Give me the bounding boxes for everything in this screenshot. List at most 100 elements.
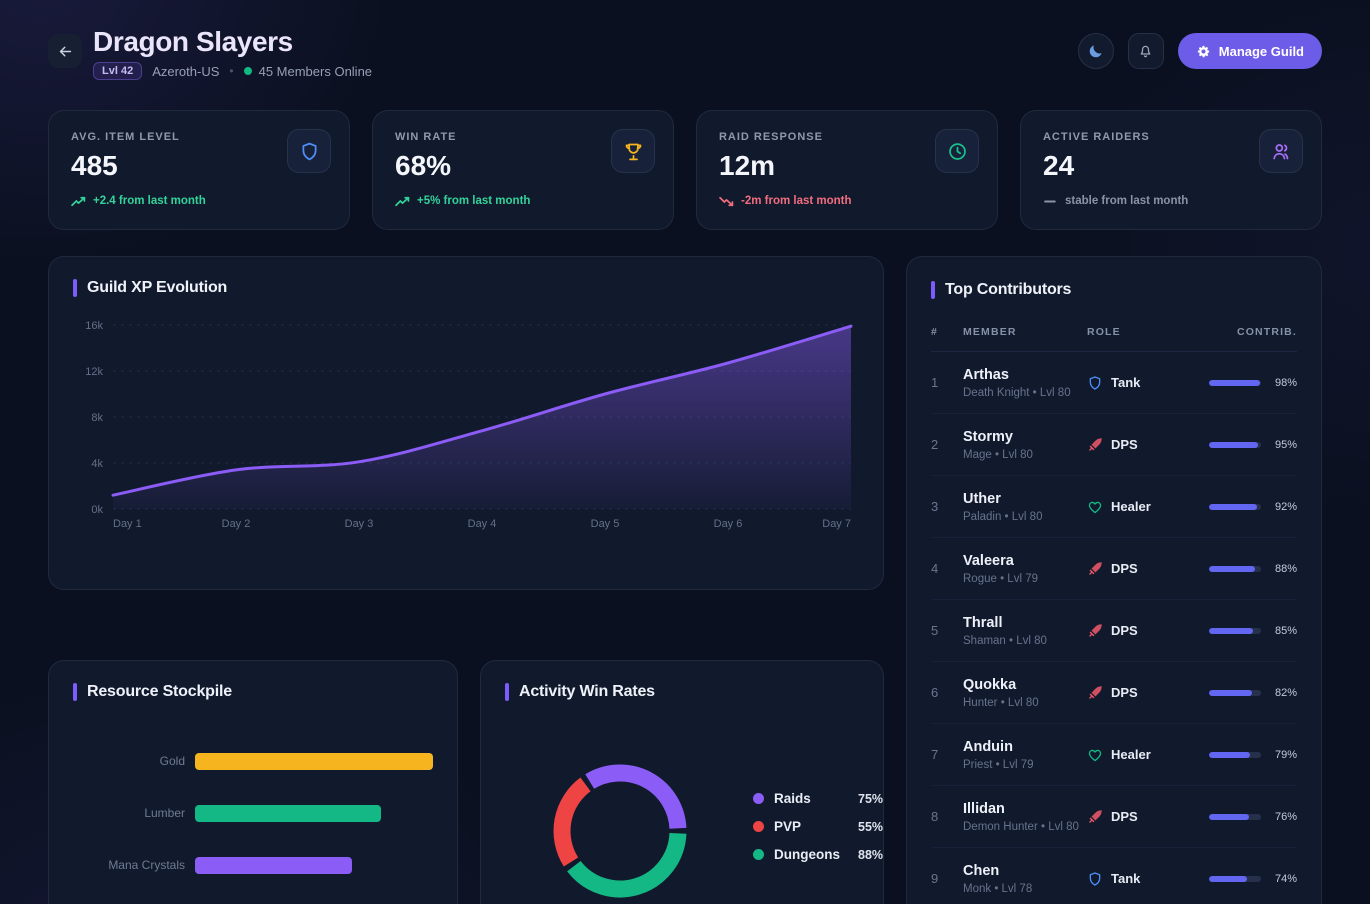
stat-card: WIN RATE 68% +5% from last month [372, 110, 674, 231]
legend-label: Dungeons [774, 847, 840, 863]
title-accent-bar [73, 683, 77, 702]
title-accent-bar [505, 683, 509, 702]
table-row: 2 Stormy Mage • Lvl 80 DPS 95% [931, 414, 1297, 477]
x-axis-tick: Day 2 [222, 518, 251, 530]
table-row: 9 Chen Monk • Lvl 78 Tank 74% [931, 848, 1297, 904]
xp-card-title-text: Guild XP Evolution [87, 279, 228, 297]
trophy-icon [623, 141, 644, 162]
contrib-bar-fill [1209, 379, 1260, 386]
member-meta: Monk • Lvl 78 [963, 882, 1033, 895]
notifications-button[interactable] [1127, 33, 1164, 69]
table-row: 6 Quokka Hunter • Lvl 80 DPS 82% [931, 662, 1297, 725]
stat-icon-chip [935, 129, 979, 174]
contrib-percent: 79% [1274, 748, 1297, 761]
back-button[interactable] [48, 34, 82, 68]
resource-row: Gold [73, 735, 433, 787]
role-label: Tank [1111, 375, 1141, 391]
online-status-dot [243, 67, 252, 76]
member-name: Valeera [963, 552, 1014, 569]
contrib-percent: 74% [1274, 872, 1297, 885]
contrib-percent: 88% [1274, 562, 1297, 575]
page-title: Dragon Slayers [93, 26, 293, 57]
resource-stockpile-card: Resource Stockpile Gold Lumber Mana Crysta… [48, 660, 458, 904]
stat-value: 485 [71, 150, 118, 182]
trend-icon [71, 196, 86, 207]
trend-icon [1043, 196, 1058, 207]
resource-card-title-text: Resource Stockpile [87, 683, 232, 701]
rank-label: 2 [931, 437, 939, 453]
role-cell: DPS [1087, 623, 1185, 639]
contrib-percent: 76% [1274, 810, 1297, 823]
table-row: 1 Arthas Death Knight • Lvl 80 Tank 98% [931, 352, 1297, 415]
x-axis-tick: Day 3 [345, 518, 374, 530]
activity-card-title: Activity Win Rates [505, 683, 859, 702]
back-arrow-icon [57, 43, 74, 60]
role-label: DPS [1111, 685, 1138, 701]
guild-level-badge: Lvl 42 [93, 62, 143, 81]
contrib-cell: 82% [1185, 687, 1297, 699]
rank-label: 1 [931, 375, 939, 391]
member-meta: Demon Hunter • Lvl 80 [963, 820, 1079, 833]
contributors-table-body: 1 Arthas Death Knight • Lvl 80 Tank 98% … [931, 352, 1297, 904]
top-contributors-card: Top Contributors # MEMBER ROLE CONTRIB. … [906, 256, 1322, 904]
role-label: DPS [1111, 623, 1138, 639]
y-axis-tick: 4k [91, 458, 103, 470]
manage-guild-button[interactable]: Manage Guild [1177, 33, 1322, 69]
role-cell: DPS [1087, 685, 1185, 701]
contrib-bar-track [1209, 813, 1261, 820]
contrib-bar-fill [1209, 441, 1259, 448]
stat-cards-row: AVG. ITEM LEVEL 485 +2.4 from last month… [48, 110, 1322, 231]
resource-card-title: Resource Stockpile [73, 683, 433, 702]
title-accent-bar [931, 281, 935, 300]
stat-card: ACTIVE RAIDERS 24 stable from last month [1020, 110, 1322, 231]
role-cell: Tank [1087, 871, 1185, 887]
resource-bar [195, 804, 381, 822]
users-icon [1271, 141, 1292, 162]
donut-segment-raids [585, 764, 687, 830]
theme-toggle-button[interactable] [1077, 33, 1114, 69]
trend-text: -2m from last month [741, 195, 852, 208]
member-name: Stormy [963, 428, 1013, 445]
header-actions: Manage Guild [1077, 33, 1322, 69]
sword-icon [1087, 685, 1103, 701]
trend-text: +5% from last month [417, 195, 531, 208]
role-label: Healer [1111, 499, 1151, 515]
member-meta: Priest • Lvl 79 [963, 758, 1034, 771]
resource-bar [195, 752, 433, 770]
sword-icon [1087, 809, 1103, 825]
rank-label: 3 [931, 499, 939, 515]
member-name: Anduin [963, 738, 1013, 755]
resource-label: Mana Crystals [108, 857, 185, 872]
activity-donut-chart [553, 764, 687, 898]
member-cell: Thrall Shaman • Lvl 80 [963, 615, 1087, 647]
contrib-percent: 82% [1274, 686, 1297, 699]
donut-segment-pvp [553, 777, 591, 867]
role-cell: Healer [1087, 499, 1185, 515]
col-rank: # [931, 326, 938, 339]
y-axis-tick: 0k [91, 504, 103, 516]
x-axis-tick: Day 4 [468, 518, 497, 530]
contrib-percent: 92% [1274, 500, 1297, 513]
guild-xp-card: Guild XP Evolution 0k 4k 8k 12k 16k Day 1 Day … [48, 256, 884, 591]
resource-label: Lumber [144, 805, 185, 820]
contrib-bar-fill [1209, 627, 1254, 634]
stat-icon-chip [611, 129, 655, 174]
stat-label: ACTIVE RAIDERS [1043, 131, 1150, 144]
resource-row: Artifact [73, 891, 433, 904]
contrib-bar-fill [1209, 565, 1255, 572]
col-role: ROLE [1087, 326, 1121, 339]
heart-icon [1087, 747, 1103, 763]
separator-dot: • [229, 64, 234, 79]
shield-icon [299, 141, 320, 162]
contrib-bar-fill [1209, 503, 1257, 510]
stat-label: WIN RATE [395, 131, 457, 144]
stat-icon-chip [1259, 129, 1303, 174]
contrib-percent: 85% [1274, 624, 1297, 637]
bell-icon [1137, 43, 1154, 60]
x-axis-tick: Day 6 [714, 518, 743, 530]
member-meta: Paladin • Lvl 80 [963, 510, 1043, 523]
contrib-bar-fill [1209, 751, 1251, 758]
members-online: 45 Members Online [243, 64, 372, 79]
member-cell: Quokka Hunter • Lvl 80 [963, 677, 1087, 709]
member-cell: Stormy Mage • Lvl 80 [963, 429, 1087, 461]
